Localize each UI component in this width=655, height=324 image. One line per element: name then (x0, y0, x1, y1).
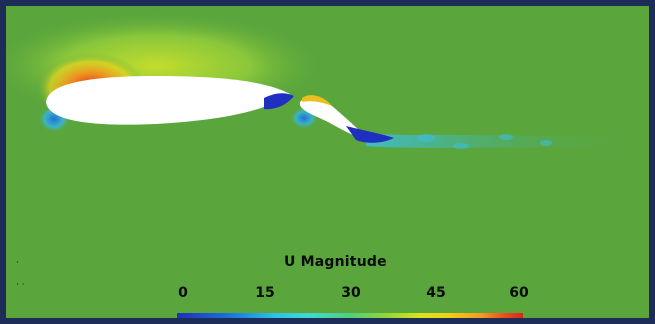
axis-indicator-z: · (16, 258, 19, 268)
flap-leading-edge (302, 95, 332, 106)
legend-tick-45: 45 (426, 285, 446, 301)
legend-tick-60: 60 (509, 285, 529, 301)
axis-indicator-origin: · · (16, 280, 25, 290)
wake-region (366, 134, 646, 148)
flap-trailing-edge (346, 126, 394, 143)
wake-eddies (417, 134, 552, 149)
main-trailing-edge (264, 93, 294, 110)
legend-tick-30: 30 (341, 285, 361, 301)
legend-title: U Magnitude (284, 254, 387, 270)
main-airfoil (46, 76, 290, 125)
velocity-field-plot (6, 11, 646, 149)
legend-tick-0: 0 (178, 285, 188, 301)
legend-tick-15: 15 (255, 285, 275, 301)
color-scale-bar (177, 313, 523, 318)
